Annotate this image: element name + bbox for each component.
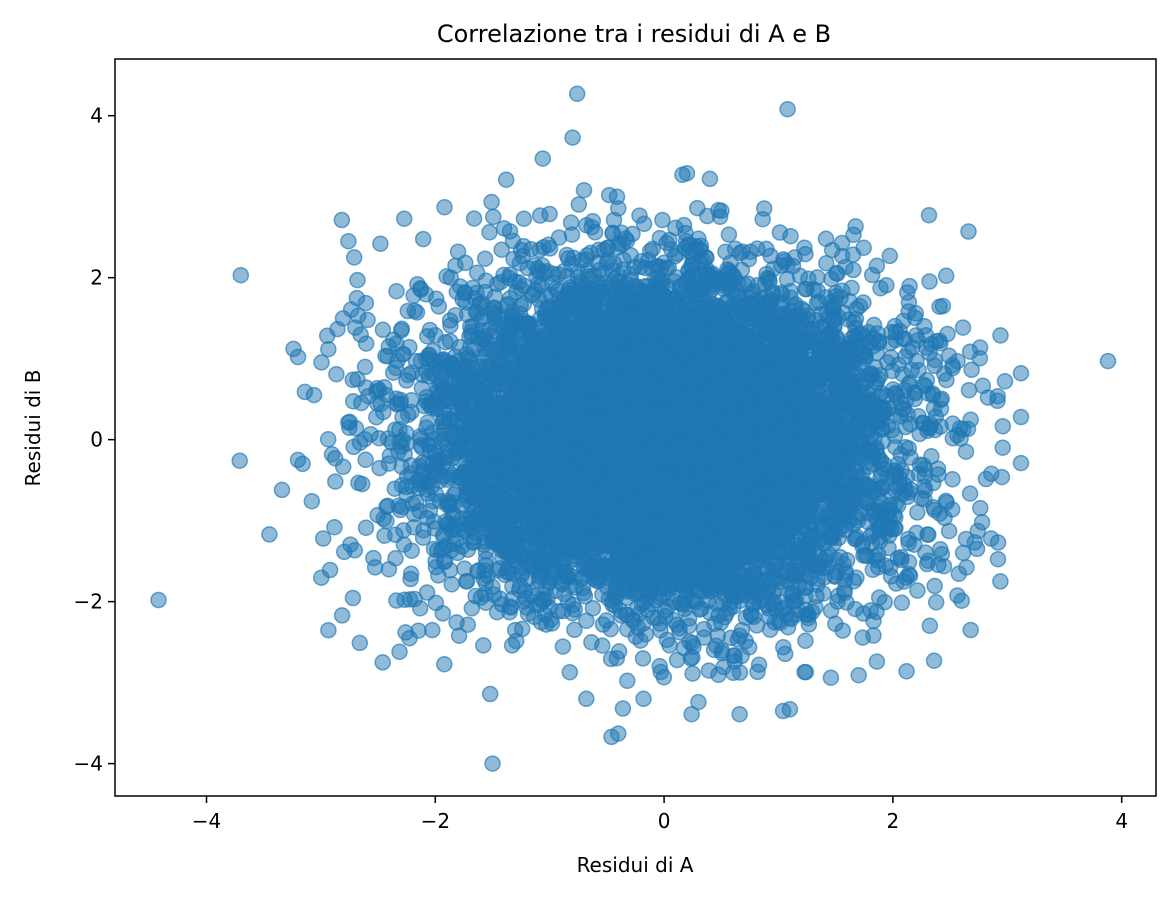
data-point — [347, 319, 364, 336]
data-point — [634, 650, 652, 667]
data-point — [345, 249, 363, 266]
data-point — [463, 600, 481, 617]
data-point — [357, 335, 375, 352]
data-point — [436, 655, 453, 673]
data-point — [893, 594, 911, 612]
data-point — [387, 550, 404, 567]
data-point — [834, 622, 851, 639]
data-point — [414, 230, 432, 248]
data-point — [937, 267, 955, 285]
data-point — [448, 614, 465, 631]
data-point — [944, 471, 961, 488]
data-point — [921, 273, 938, 290]
data-point — [359, 311, 376, 329]
data-point — [481, 224, 498, 241]
data-point — [554, 638, 572, 655]
data-point — [850, 666, 867, 684]
data-point — [881, 247, 899, 265]
data-point — [972, 499, 989, 517]
data-point — [711, 208, 729, 226]
data-point — [319, 431, 337, 448]
data-point — [994, 417, 1012, 435]
data-point — [356, 358, 374, 376]
data-point — [926, 577, 943, 595]
data-point — [402, 565, 420, 583]
data-point — [427, 594, 445, 612]
data-point — [344, 589, 362, 607]
data-point — [927, 594, 945, 611]
data-point — [974, 377, 992, 395]
data-point — [815, 585, 832, 602]
data-point — [395, 210, 413, 227]
data-point — [483, 193, 500, 211]
data-point — [374, 321, 392, 339]
data-point — [961, 485, 979, 502]
data-point — [655, 669, 673, 686]
data-point — [413, 379, 431, 397]
data-point — [845, 261, 862, 279]
chart-title: Correlazione tra i residui di A e B — [437, 20, 831, 48]
data-point — [797, 632, 814, 650]
scatter-points — [150, 85, 1117, 772]
data-point — [921, 617, 939, 635]
data-point — [541, 205, 558, 223]
data-point — [992, 327, 1009, 344]
